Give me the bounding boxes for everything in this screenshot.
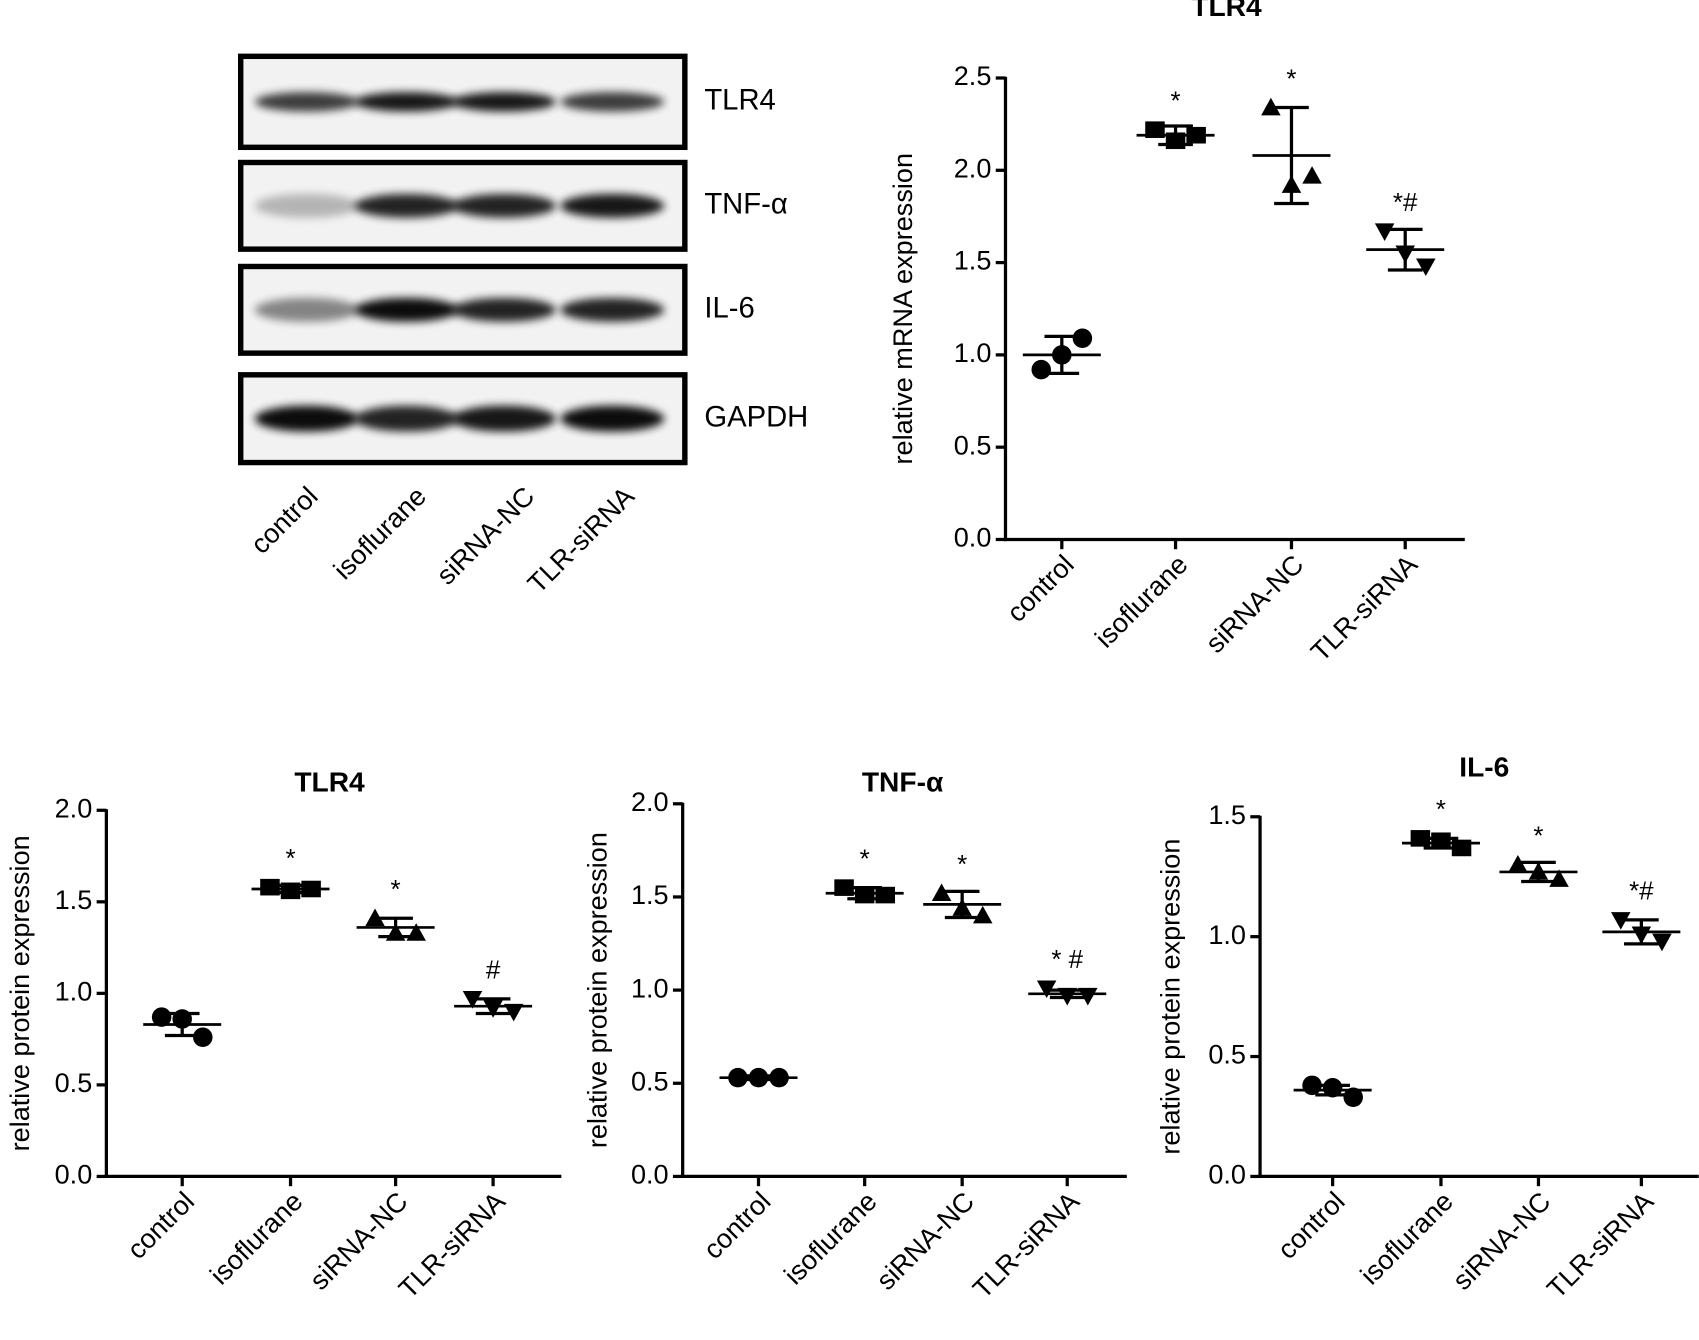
y-tick-label: 0.5 bbox=[631, 1065, 669, 1096]
significance-label: * # bbox=[1051, 944, 1083, 974]
y-axis-label: relative protein expression bbox=[581, 832, 612, 1148]
y-axis-label: relative mRNA expression bbox=[887, 153, 918, 465]
x-tick-label: control bbox=[1271, 1185, 1350, 1264]
blot-band bbox=[560, 297, 665, 322]
blot-band bbox=[354, 193, 459, 218]
y-tick-label: 1.5 bbox=[631, 879, 669, 910]
chart-title: TLR4 bbox=[1191, 0, 1262, 22]
blot-band bbox=[254, 193, 359, 218]
y-axis-label: relative protein expression bbox=[4, 835, 35, 1151]
significance-label: * bbox=[1436, 794, 1446, 824]
significance-label: * bbox=[957, 849, 967, 879]
significance-label: * bbox=[391, 874, 401, 904]
blot-band bbox=[451, 193, 556, 218]
blot-band bbox=[254, 297, 359, 322]
blot-band bbox=[451, 405, 556, 432]
y-tick-label: 1.5 bbox=[954, 245, 992, 276]
y-tick-label: 0.0 bbox=[55, 1159, 93, 1190]
lane-label: control bbox=[244, 480, 323, 559]
chart-title: IL-6 bbox=[1459, 752, 1509, 783]
data-point bbox=[1031, 359, 1051, 380]
data-point bbox=[1302, 166, 1322, 184]
lane-label: isoflurane bbox=[327, 480, 432, 585]
chart-title: TLR4 bbox=[294, 767, 365, 798]
blot-band bbox=[560, 405, 665, 432]
band-label: IL-6 bbox=[704, 293, 754, 325]
y-tick-label: 0.5 bbox=[954, 429, 992, 460]
y-tick-label: 0.0 bbox=[954, 522, 992, 553]
band-label: GAPDH bbox=[704, 401, 808, 433]
data-point bbox=[1072, 328, 1093, 349]
y-tick-label: 2.5 bbox=[954, 60, 992, 91]
band-label: TNF-α bbox=[704, 189, 788, 221]
data-point bbox=[1508, 854, 1528, 873]
blot-band bbox=[451, 92, 556, 112]
y-tick-label: 2.0 bbox=[55, 792, 93, 823]
data-point bbox=[1611, 912, 1631, 930]
significance-label: # bbox=[486, 955, 501, 985]
x-tick-label: siRNA-NC bbox=[1446, 1185, 1556, 1295]
data-point bbox=[193, 1027, 213, 1048]
data-point bbox=[1416, 258, 1436, 277]
blot-band bbox=[354, 297, 459, 322]
data-point bbox=[365, 908, 385, 927]
x-tick-label: TLR-siRNA bbox=[966, 1185, 1085, 1304]
significance-label: * bbox=[860, 843, 870, 873]
x-tick-label: isoflurane bbox=[1089, 549, 1194, 654]
y-tick-label: 2.0 bbox=[954, 152, 992, 183]
band-label: TLR4 bbox=[704, 85, 776, 117]
y-tick-label: 1.5 bbox=[55, 884, 93, 915]
data-point bbox=[1343, 1087, 1363, 1108]
y-tick-label: 0.0 bbox=[631, 1159, 669, 1190]
x-tick-label: isoflurane bbox=[778, 1185, 883, 1290]
x-tick-label: control bbox=[697, 1185, 776, 1264]
y-tick-label: 2.0 bbox=[631, 786, 669, 817]
data-point bbox=[834, 879, 854, 896]
data-point bbox=[972, 905, 993, 924]
blot-band bbox=[254, 405, 359, 432]
data-point bbox=[875, 886, 895, 904]
data-point bbox=[1261, 97, 1281, 116]
blot-band bbox=[354, 405, 459, 432]
blot-band bbox=[451, 297, 556, 322]
lane-label: TLR-siRNA bbox=[521, 480, 640, 599]
data-point bbox=[1652, 933, 1672, 952]
data-point bbox=[503, 1003, 524, 1022]
y-tick-label: 1.5 bbox=[1208, 799, 1246, 830]
significance-label: * bbox=[285, 843, 295, 873]
y-tick-label: 1.0 bbox=[55, 976, 93, 1007]
x-tick-label: control bbox=[1000, 549, 1079, 628]
y-axis-label: relative protein expression bbox=[1154, 839, 1185, 1155]
data-point bbox=[1078, 987, 1098, 1006]
x-tick-label: siRNA-NC bbox=[870, 1185, 980, 1295]
x-tick-label: isoflurane bbox=[204, 1185, 309, 1290]
significance-label: * bbox=[1286, 63, 1296, 93]
data-point bbox=[1036, 980, 1057, 998]
significance-label: * bbox=[1533, 821, 1543, 851]
x-tick-label: TLR-siRNA bbox=[392, 1185, 511, 1304]
blot-band bbox=[560, 92, 665, 112]
x-tick-label: TLR-siRNA bbox=[1541, 1185, 1660, 1304]
y-tick-label: 0.0 bbox=[1208, 1159, 1246, 1190]
y-tick-label: 0.5 bbox=[1208, 1039, 1246, 1070]
x-tick-label: siRNA-NC bbox=[1199, 549, 1309, 659]
data-point bbox=[1374, 223, 1395, 241]
y-tick-label: 1.0 bbox=[631, 972, 669, 1003]
x-tick-label: TLR-siRNA bbox=[1304, 548, 1423, 667]
chart-title: TNF-α bbox=[862, 767, 944, 798]
data-point bbox=[931, 883, 952, 902]
y-tick-label: 1.0 bbox=[954, 337, 992, 368]
blot-band bbox=[354, 92, 459, 112]
x-tick-label: isoflurane bbox=[1354, 1185, 1459, 1290]
blot-band bbox=[254, 92, 359, 112]
y-tick-label: 0.5 bbox=[55, 1067, 93, 1098]
significance-label: *# bbox=[1393, 187, 1418, 217]
x-tick-label: control bbox=[121, 1185, 200, 1264]
significance-label: *# bbox=[1629, 876, 1654, 906]
significance-label: * bbox=[1171, 85, 1181, 115]
y-tick-label: 1.0 bbox=[1208, 919, 1246, 950]
blot-band bbox=[560, 193, 665, 218]
data-point bbox=[462, 991, 483, 1009]
